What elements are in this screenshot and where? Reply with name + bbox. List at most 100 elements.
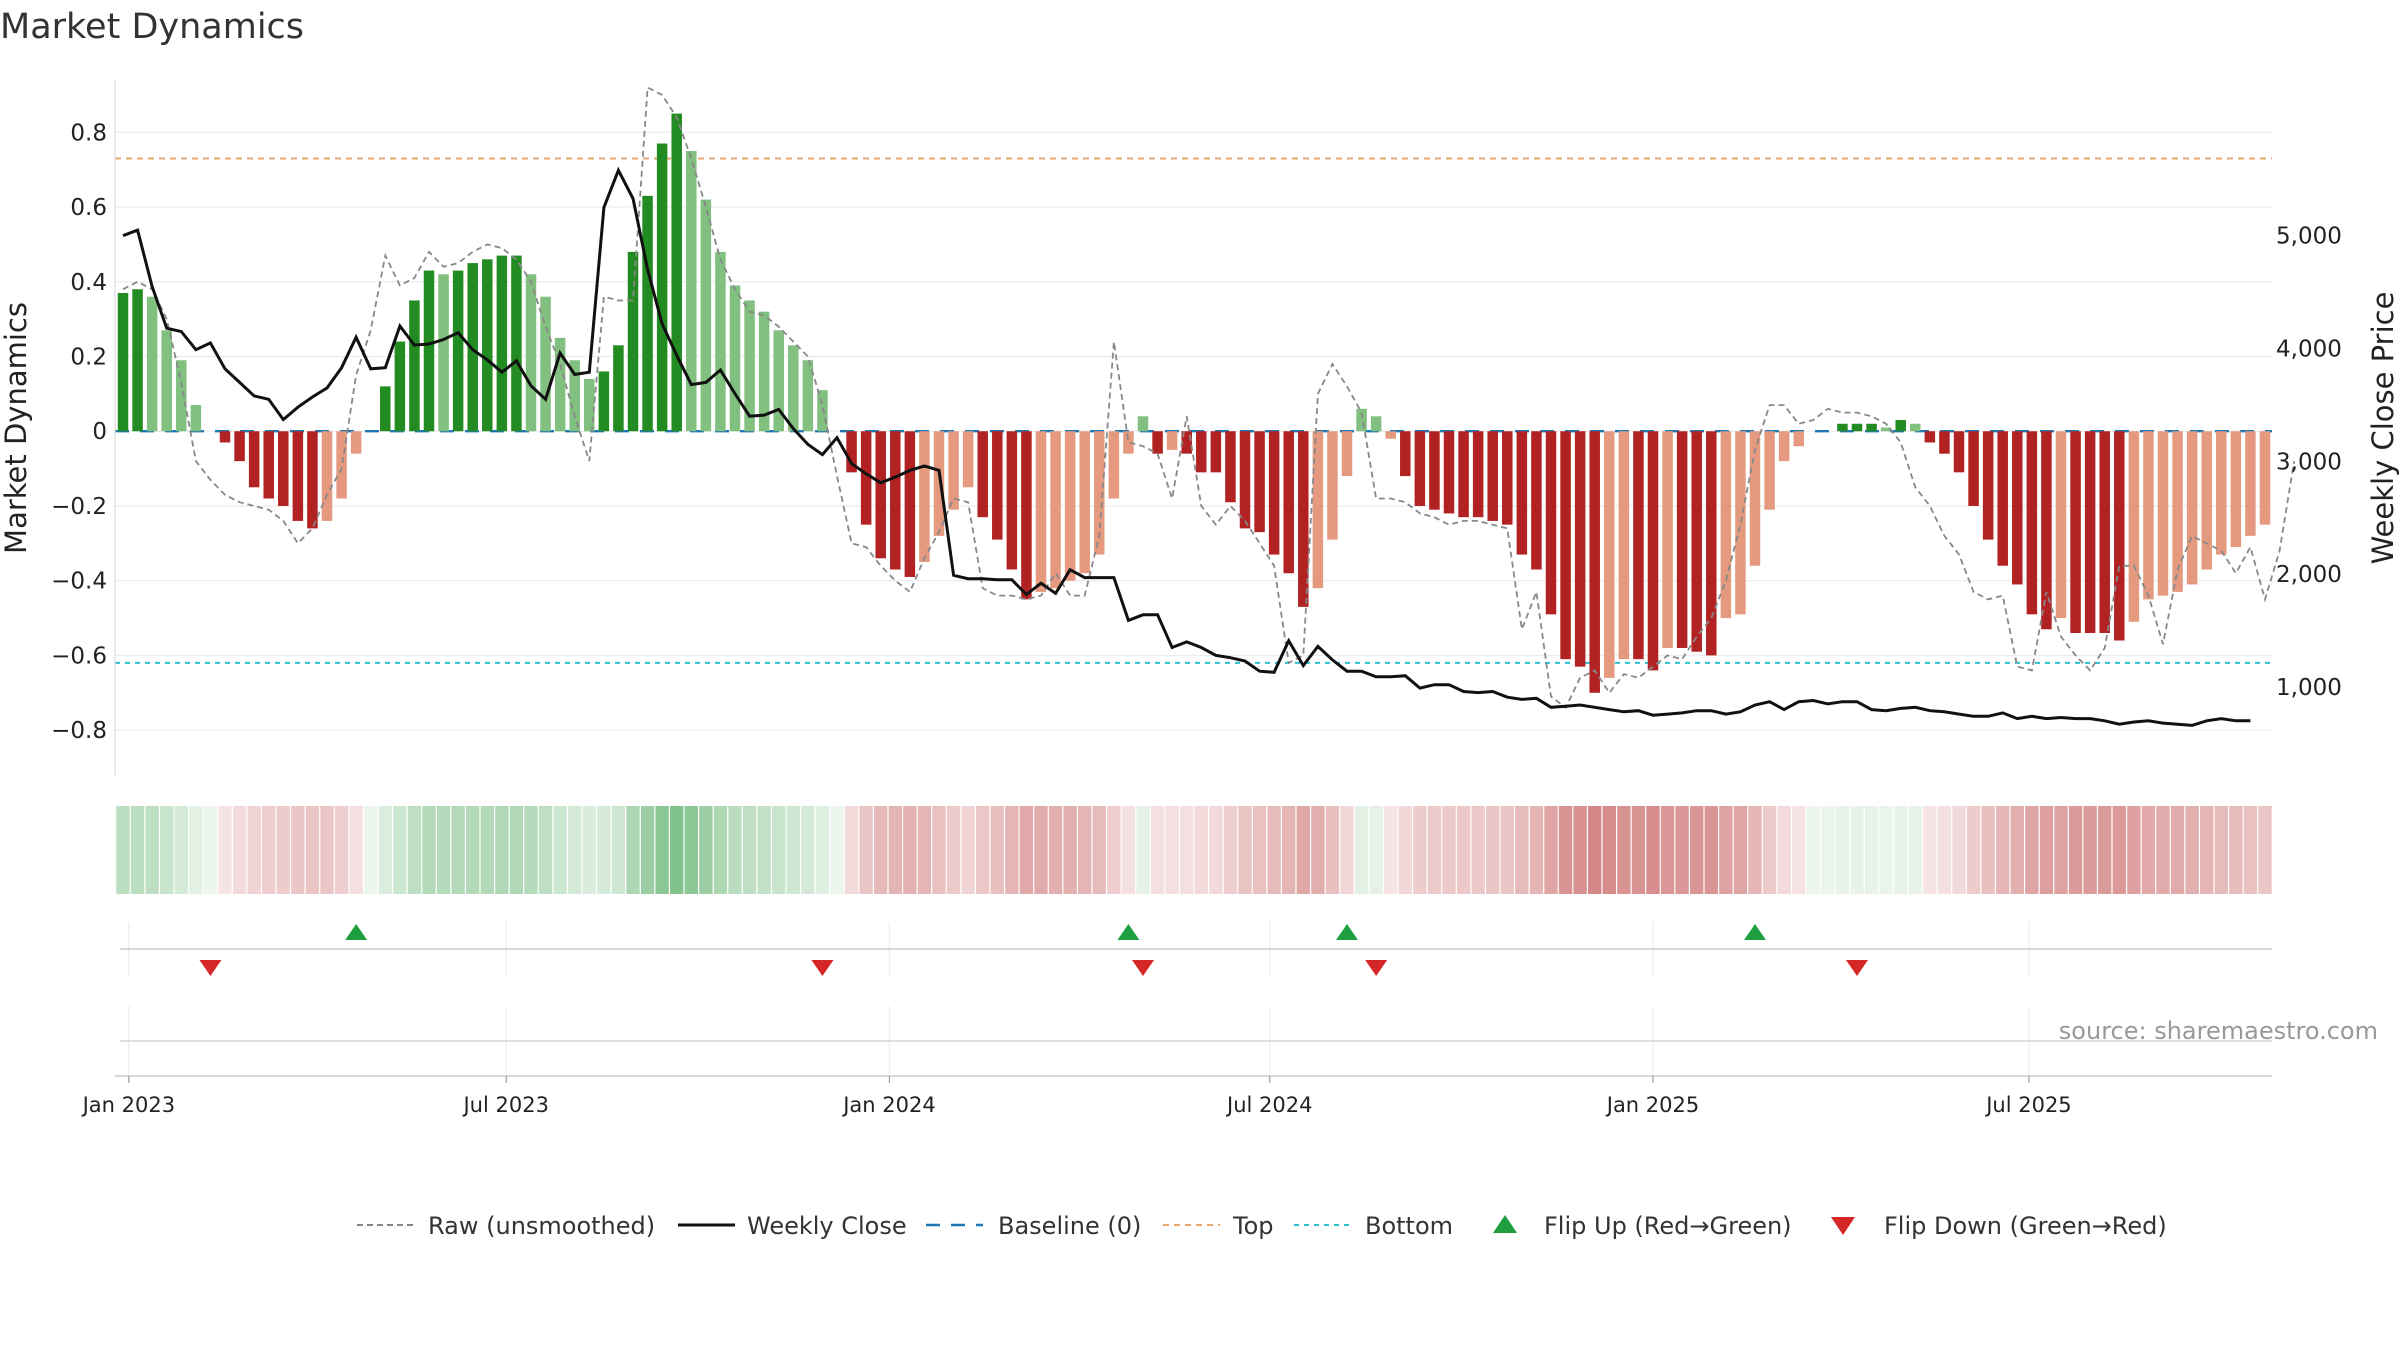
strip-cell: [1019, 806, 1034, 894]
strip-cell: [1486, 806, 1500, 894]
strip-cell: [422, 806, 436, 894]
strip-cell: [2054, 806, 2068, 894]
strip-cell: [2200, 806, 2214, 894]
strip-cell: [1296, 806, 1310, 894]
md-bar: [2012, 431, 2023, 585]
x-tick-label: Jan 2023: [81, 1093, 176, 1117]
md-bar: [817, 390, 828, 432]
md-bar: [1268, 431, 1280, 555]
left-tick-label: 0: [92, 419, 107, 445]
strip-cell: [1078, 806, 1092, 894]
left-tick-label: 0.8: [70, 120, 107, 146]
md-bar: [307, 431, 318, 529]
x-tick-label: Jan 2024: [841, 1093, 936, 1117]
md-bar: [1327, 431, 1338, 540]
strip-cell: [961, 806, 975, 894]
strip-cell: [364, 806, 378, 894]
strip-cell: [2098, 806, 2112, 894]
left-y-ticks: 0.8 0.6 0.4 0.2 0 −0.2 −0.4 −0.6 −0.8: [51, 120, 107, 744]
strip-cell: [1471, 806, 1485, 894]
md-bar: [1618, 431, 1630, 660]
strip-cell: [932, 806, 946, 894]
legend-label: Top: [1232, 1212, 1274, 1240]
strip-cell: [990, 806, 1004, 894]
md-bar: [598, 371, 610, 432]
strip-cell: [1952, 806, 1966, 894]
md-bar: [438, 274, 449, 432]
md-bar: [1647, 431, 1659, 671]
strip-cell: [2083, 806, 2097, 894]
md-bar: [1123, 431, 1134, 454]
md-bar: [2186, 431, 2198, 585]
md-bar: [1400, 431, 1411, 477]
strip-cell: [655, 806, 669, 894]
strip-cell: [116, 806, 130, 894]
md-bar: [2172, 431, 2183, 592]
strip-cell: [582, 806, 596, 894]
flip-down-marker: [1132, 960, 1154, 976]
md-bar: [2143, 431, 2154, 600]
strip-cell: [772, 806, 786, 894]
md-bar: [2259, 431, 2271, 525]
legend-label: Flip Up (Red→Green): [1544, 1212, 1792, 1240]
md-bar: [1137, 416, 1149, 432]
strip-cell: [2068, 806, 2083, 894]
md-bar: [1239, 431, 1251, 529]
legend-item: Raw (unsmoothed): [357, 1212, 655, 1240]
md-bar: [1458, 431, 1469, 518]
strip-cell: [742, 806, 757, 894]
md-bar: [161, 330, 172, 432]
strip-cell: [1136, 806, 1150, 894]
flip-up-marker: [1336, 924, 1358, 940]
strip-cell: [1442, 806, 1456, 894]
legend-item: Bottom: [1294, 1212, 1453, 1240]
strip-cell: [888, 806, 902, 894]
md-bar: [540, 296, 551, 432]
md-bar: [1064, 431, 1076, 581]
md-bar: [890, 431, 901, 570]
strip-cell: [1573, 806, 1587, 894]
strip-cell: [509, 806, 524, 894]
strip-cell: [1631, 806, 1646, 894]
strip-cell: [2156, 806, 2170, 894]
md-bar: [773, 330, 784, 432]
right-tick-label: 1,000: [2276, 675, 2342, 701]
md-bar: [686, 150, 697, 432]
strip-cell: [1456, 806, 1471, 894]
md-bar: [1341, 431, 1353, 477]
strip-cell: [291, 806, 305, 894]
strip-cell: [334, 806, 349, 894]
md-bar: [846, 431, 857, 473]
strip-cell: [1034, 806, 1048, 894]
strip-cell: [1369, 806, 1383, 894]
md-bar: [569, 360, 580, 432]
md-bar: [1676, 431, 1688, 648]
strip-cell: [160, 806, 174, 894]
md-bar: [234, 431, 245, 462]
strip-cell: [320, 806, 334, 894]
right-y-axis-title: Weekly Close Price: [2366, 292, 2400, 565]
x-tick-label: Jul 2023: [461, 1093, 548, 1117]
md-bar: [656, 143, 668, 432]
md-bar: [263, 431, 274, 499]
bars: [117, 113, 2271, 693]
state-strip: [116, 806, 2272, 894]
md-bar: [278, 431, 289, 506]
md-bar: [292, 431, 304, 521]
strip-cell: [1660, 806, 1675, 894]
strip-cell: [393, 806, 407, 894]
strip-cell: [1966, 806, 1981, 894]
left-tick-label: 0.6: [70, 195, 107, 221]
strip-cell: [2010, 806, 2024, 894]
md-bar: [409, 300, 420, 432]
flip-down-marker: [1365, 960, 1388, 976]
md-bar: [1720, 431, 1732, 619]
strip-cell: [1777, 806, 1791, 894]
md-bar: [1560, 431, 1571, 660]
md-bar: [1604, 431, 1615, 678]
md-bar: [2230, 431, 2242, 548]
strip-cell: [640, 806, 655, 894]
strip-cell: [1733, 806, 1748, 894]
strip-cell: [1092, 806, 1106, 894]
md-bar: [1531, 431, 1542, 570]
